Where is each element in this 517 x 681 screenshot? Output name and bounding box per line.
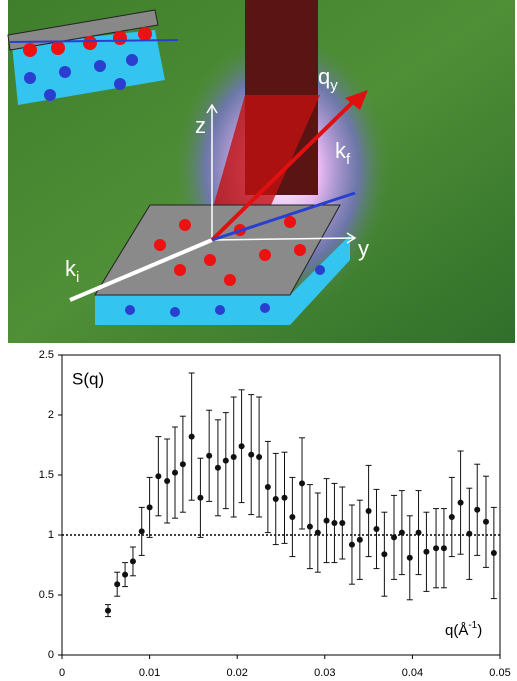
point: [490, 550, 497, 556]
point: [238, 443, 245, 450]
point: [256, 454, 263, 460]
x-tick-label: 0.05: [489, 667, 510, 679]
x-tick-label: 0.02: [226, 667, 247, 679]
inset-sample: [7, 9, 179, 105]
label-sub: i: [76, 269, 79, 286]
axes-arrows: [206, 103, 357, 244]
point: [331, 520, 338, 526]
k-f-arrow: [210, 93, 362, 242]
x-label-tail: ): [477, 622, 482, 639]
y-tick-label: 2: [48, 409, 54, 421]
diagram-label: z: [195, 113, 206, 138]
label-base: y: [358, 236, 369, 261]
label-sub: f: [346, 151, 351, 168]
k-f-head: [345, 90, 368, 110]
diagram-label: y: [358, 236, 369, 261]
sample-box: [94, 204, 350, 325]
x-tick-label: 0.01: [139, 667, 160, 679]
q-plane: [205, 95, 320, 235]
point: [264, 484, 271, 490]
point: [222, 457, 229, 464]
point: [281, 494, 288, 501]
plot-frame: [61, 354, 501, 656]
x-axis-label: q(Å-1): [445, 620, 482, 639]
x-tick-label: 0.03: [314, 667, 335, 679]
point: [423, 548, 430, 555]
point: [433, 545, 440, 552]
point: [146, 504, 153, 511]
point: [172, 469, 179, 476]
point: [381, 551, 388, 558]
point: [457, 499, 464, 506]
y-tick-label: 1: [48, 529, 54, 541]
point: [299, 480, 306, 487]
point: [323, 517, 330, 524]
y-axis-label: S(q): [72, 369, 104, 388]
point: [398, 529, 405, 536]
point: [214, 464, 221, 471]
point: [197, 494, 204, 501]
x-tick-label: 0.04: [402, 667, 423, 679]
point: [415, 529, 422, 536]
x-tick-label: 0: [59, 667, 65, 679]
y-tick-label: 2.5: [39, 349, 54, 361]
point: [272, 496, 279, 502]
x-label-sup: -1: [468, 620, 477, 631]
point: [356, 536, 363, 543]
point: [206, 452, 213, 459]
chart: 0 0.5 1 1.5 2 2.5 0 0.01 0.02 0.03 0.04 0.05 S(q) q(Å…: [39, 349, 511, 679]
point: [306, 523, 313, 530]
point: [164, 478, 171, 484]
point: [122, 571, 129, 578]
point: [179, 461, 186, 468]
point: [440, 545, 447, 552]
point: [138, 528, 145, 535]
point: [230, 454, 237, 460]
diagram-label: qy: [318, 64, 338, 95]
point: [314, 529, 321, 536]
y-tick-label: 1.5: [39, 469, 54, 481]
label-sub: y: [330, 77, 338, 94]
point: [365, 508, 372, 514]
point: [373, 526, 380, 532]
x-label-base: q(Å: [445, 622, 468, 639]
point: [448, 514, 455, 520]
point: [391, 534, 398, 541]
point: [466, 530, 473, 537]
point: [289, 514, 296, 520]
point: [114, 581, 121, 588]
point: [348, 541, 355, 548]
diagram-label: kf: [335, 138, 351, 169]
label-base: k: [65, 256, 77, 281]
specular-arrow: [211, 191, 356, 242]
point: [406, 554, 413, 561]
label-base: k: [335, 138, 347, 163]
point: [188, 433, 195, 440]
scattering-diagram: z y qy kf ki: [7, 0, 515, 343]
label-base: q: [318, 64, 330, 89]
point: [155, 473, 162, 480]
y-tick-label: 0: [48, 649, 54, 661]
diagram-label: ki: [65, 256, 79, 287]
k-i-arrow: [69, 238, 213, 302]
point: [248, 451, 255, 458]
point: [474, 506, 481, 513]
y-tick-label: 0.5: [39, 589, 54, 601]
label-base: z: [195, 113, 206, 138]
point: [339, 520, 346, 526]
point: [104, 607, 111, 614]
point: [129, 558, 136, 565]
point: [482, 518, 489, 525]
